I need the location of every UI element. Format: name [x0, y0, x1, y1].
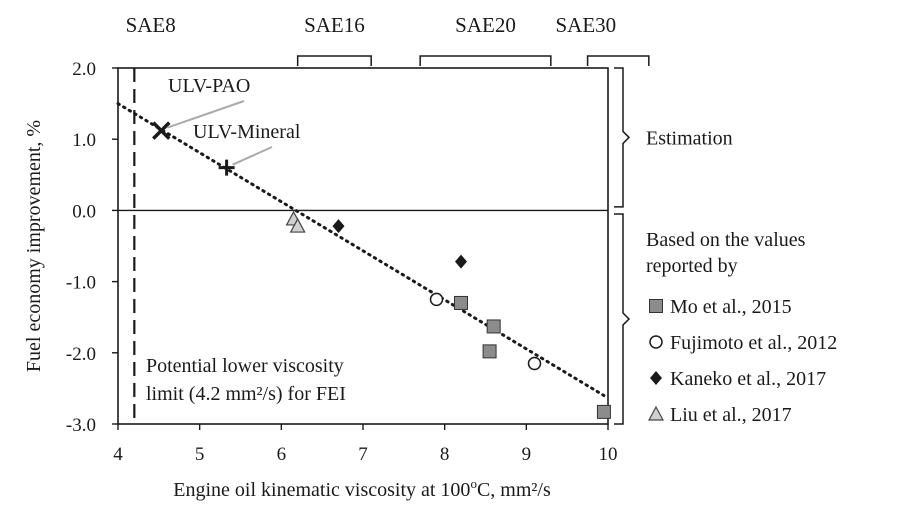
point-triangle	[289, 217, 306, 233]
reported-label-line-2: reported by	[646, 255, 738, 277]
legend-label: Kaneko et al., 2017	[670, 368, 826, 390]
legend: Mo et al., 2015 Fujimoto et al., 2012 Kane…	[647, 296, 837, 426]
y-tick-label: -2.0	[66, 344, 96, 365]
estimate-callout-line	[166, 100, 245, 129]
x-axis-title-main: Engine oil kinematic viscosity at 100	[173, 479, 470, 501]
estimation-bracket	[614, 67, 631, 208]
estimate-label: ULV-PAO	[168, 75, 250, 97]
grade-label: SAE20	[455, 13, 516, 37]
trend-line	[116, 102, 606, 398]
grade-bracket	[296, 55, 372, 66]
x-tick-label: 6	[277, 444, 287, 465]
point-square	[486, 319, 501, 334]
x-tick-label: 4	[113, 444, 123, 465]
x-tick-label: 9	[522, 444, 532, 465]
estimate-point-2	[218, 159, 235, 176]
point-diamond	[455, 254, 467, 269]
x-axis-title: Engine oil kinematic viscosity at 100oC,…	[173, 476, 551, 501]
estimate-label: ULV-Mineral	[193, 121, 301, 143]
limit-text-line-1: Potential lower viscosity	[146, 355, 344, 377]
point-square	[482, 344, 497, 359]
legend-marker-square	[649, 299, 663, 313]
grade-label: SAE30	[555, 13, 616, 37]
data-points: ULV-PAO ULV-Mineral	[152, 75, 611, 419]
limit-text-line-2: limit (4.2 mm²/s) for FEI	[146, 383, 346, 405]
point-square	[454, 295, 468, 310]
x-tick-label: 10	[599, 444, 618, 465]
right-brackets: Estimation Based on the values reported by	[614, 67, 806, 425]
reference-lines	[116, 68, 608, 424]
grade-bracket	[586, 55, 650, 66]
annotations: Potential lower viscosity limit (4.2 mm²…	[146, 355, 346, 405]
viscosity-grade-bands: SAE8 SAE16 SAE20 SAE30	[126, 13, 650, 66]
legend-label: Fujimoto et al., 2012	[670, 332, 837, 354]
y-tick-label: -1.0	[66, 273, 96, 294]
legend-label: Mo et al., 2015	[670, 296, 792, 318]
reported-label-line-1: Based on the values	[646, 229, 806, 251]
estimate-point-1	[152, 121, 171, 140]
estimate-callout-line	[232, 146, 273, 166]
point-square	[596, 404, 611, 419]
point-circle	[527, 356, 542, 371]
legend-marker-triangle	[647, 405, 665, 421]
axes: 4 5 6 7 8 9 10 2.0 1.0 0.0 -1.0 -2.0 -3.0	[66, 59, 618, 465]
x-tick-label: 8	[440, 444, 450, 465]
estimation-label: Estimation	[646, 127, 733, 149]
x-tick-label: 7	[358, 444, 368, 465]
legend-marker-diamond	[650, 371, 662, 385]
y-tick-label: 1.0	[72, 130, 96, 151]
legend-marker-circle	[649, 335, 663, 349]
x-axis-title-sup: o	[470, 476, 477, 491]
x-tick-label: 5	[195, 444, 205, 465]
y-axis-title: Fuel economy improvement, %	[23, 120, 45, 372]
grade-label: SAE8	[126, 13, 176, 37]
y-tick-label: 2.0	[72, 59, 96, 80]
legend-label: Liu et al., 2017	[670, 404, 792, 426]
y-tick-label: -3.0	[66, 415, 96, 436]
y-tick-label: 0.0	[72, 201, 96, 222]
grade-label: SAE16	[304, 13, 365, 37]
point-diamond	[332, 219, 345, 234]
x-axis-title-tail: C, mm²/s	[477, 479, 551, 501]
reported-bracket	[614, 213, 631, 425]
point-circle	[429, 292, 444, 307]
grade-bracket	[419, 55, 552, 66]
